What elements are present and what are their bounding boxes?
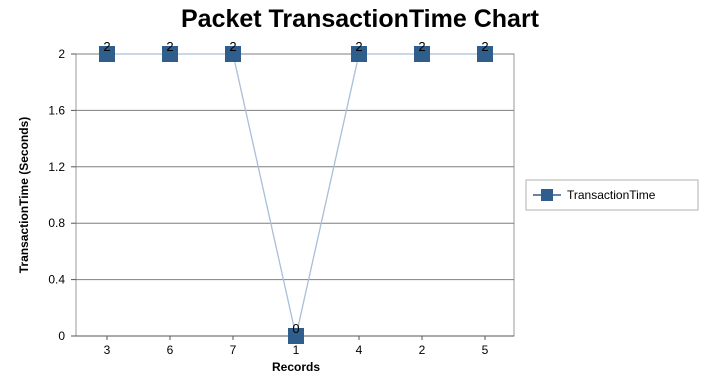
plot-area: 0 0.4 0.8 1.2 1.6 2 3 6 7 1 4 2 5 2 2 2 0 2 2 2 xyxy=(48,39,515,357)
x-tick-label: 6 xyxy=(167,343,174,357)
x-tick-label: 7 xyxy=(230,343,237,357)
legend-label: TransactionTime xyxy=(567,188,656,202)
y-axis-title: TransactionTime (Seconds) xyxy=(17,117,31,274)
x-axis-title: Records xyxy=(272,360,320,374)
data-label: 0 xyxy=(292,321,299,336)
x-tick-label: 2 xyxy=(419,343,426,357)
y-tick-label: 0 xyxy=(58,329,65,343)
data-point-marker xyxy=(225,46,241,62)
data-point-marker xyxy=(351,46,367,62)
data-point-marker xyxy=(414,46,430,62)
y-tick-label: 1.2 xyxy=(48,160,65,174)
data-point-marker xyxy=(99,46,115,62)
y-tick-label: 0.8 xyxy=(48,216,65,230)
chart-title: Packet TransactionTime Chart xyxy=(181,5,540,33)
y-tick-label: 1.6 xyxy=(48,103,65,117)
plot-frame xyxy=(75,53,515,337)
y-tick-label: 2 xyxy=(58,47,65,61)
data-point-marker xyxy=(477,46,493,62)
data-label: 2 xyxy=(166,39,173,54)
x-tick-label: 1 xyxy=(293,343,300,357)
data-label: 2 xyxy=(481,39,488,54)
data-point-marker xyxy=(288,328,304,344)
data-point-marker xyxy=(162,46,178,62)
data-label: 2 xyxy=(418,39,425,54)
data-label: 2 xyxy=(355,39,362,54)
legend: TransactionTime xyxy=(525,179,699,211)
data-label: 2 xyxy=(229,39,236,54)
x-tick-label: 5 xyxy=(482,343,489,357)
x-tick-label: 3 xyxy=(104,343,111,357)
x-tick-label: 4 xyxy=(356,343,363,357)
y-tick-label: 0.4 xyxy=(48,273,65,287)
legend-marker-icon xyxy=(541,189,553,201)
data-label: 2 xyxy=(103,39,110,54)
